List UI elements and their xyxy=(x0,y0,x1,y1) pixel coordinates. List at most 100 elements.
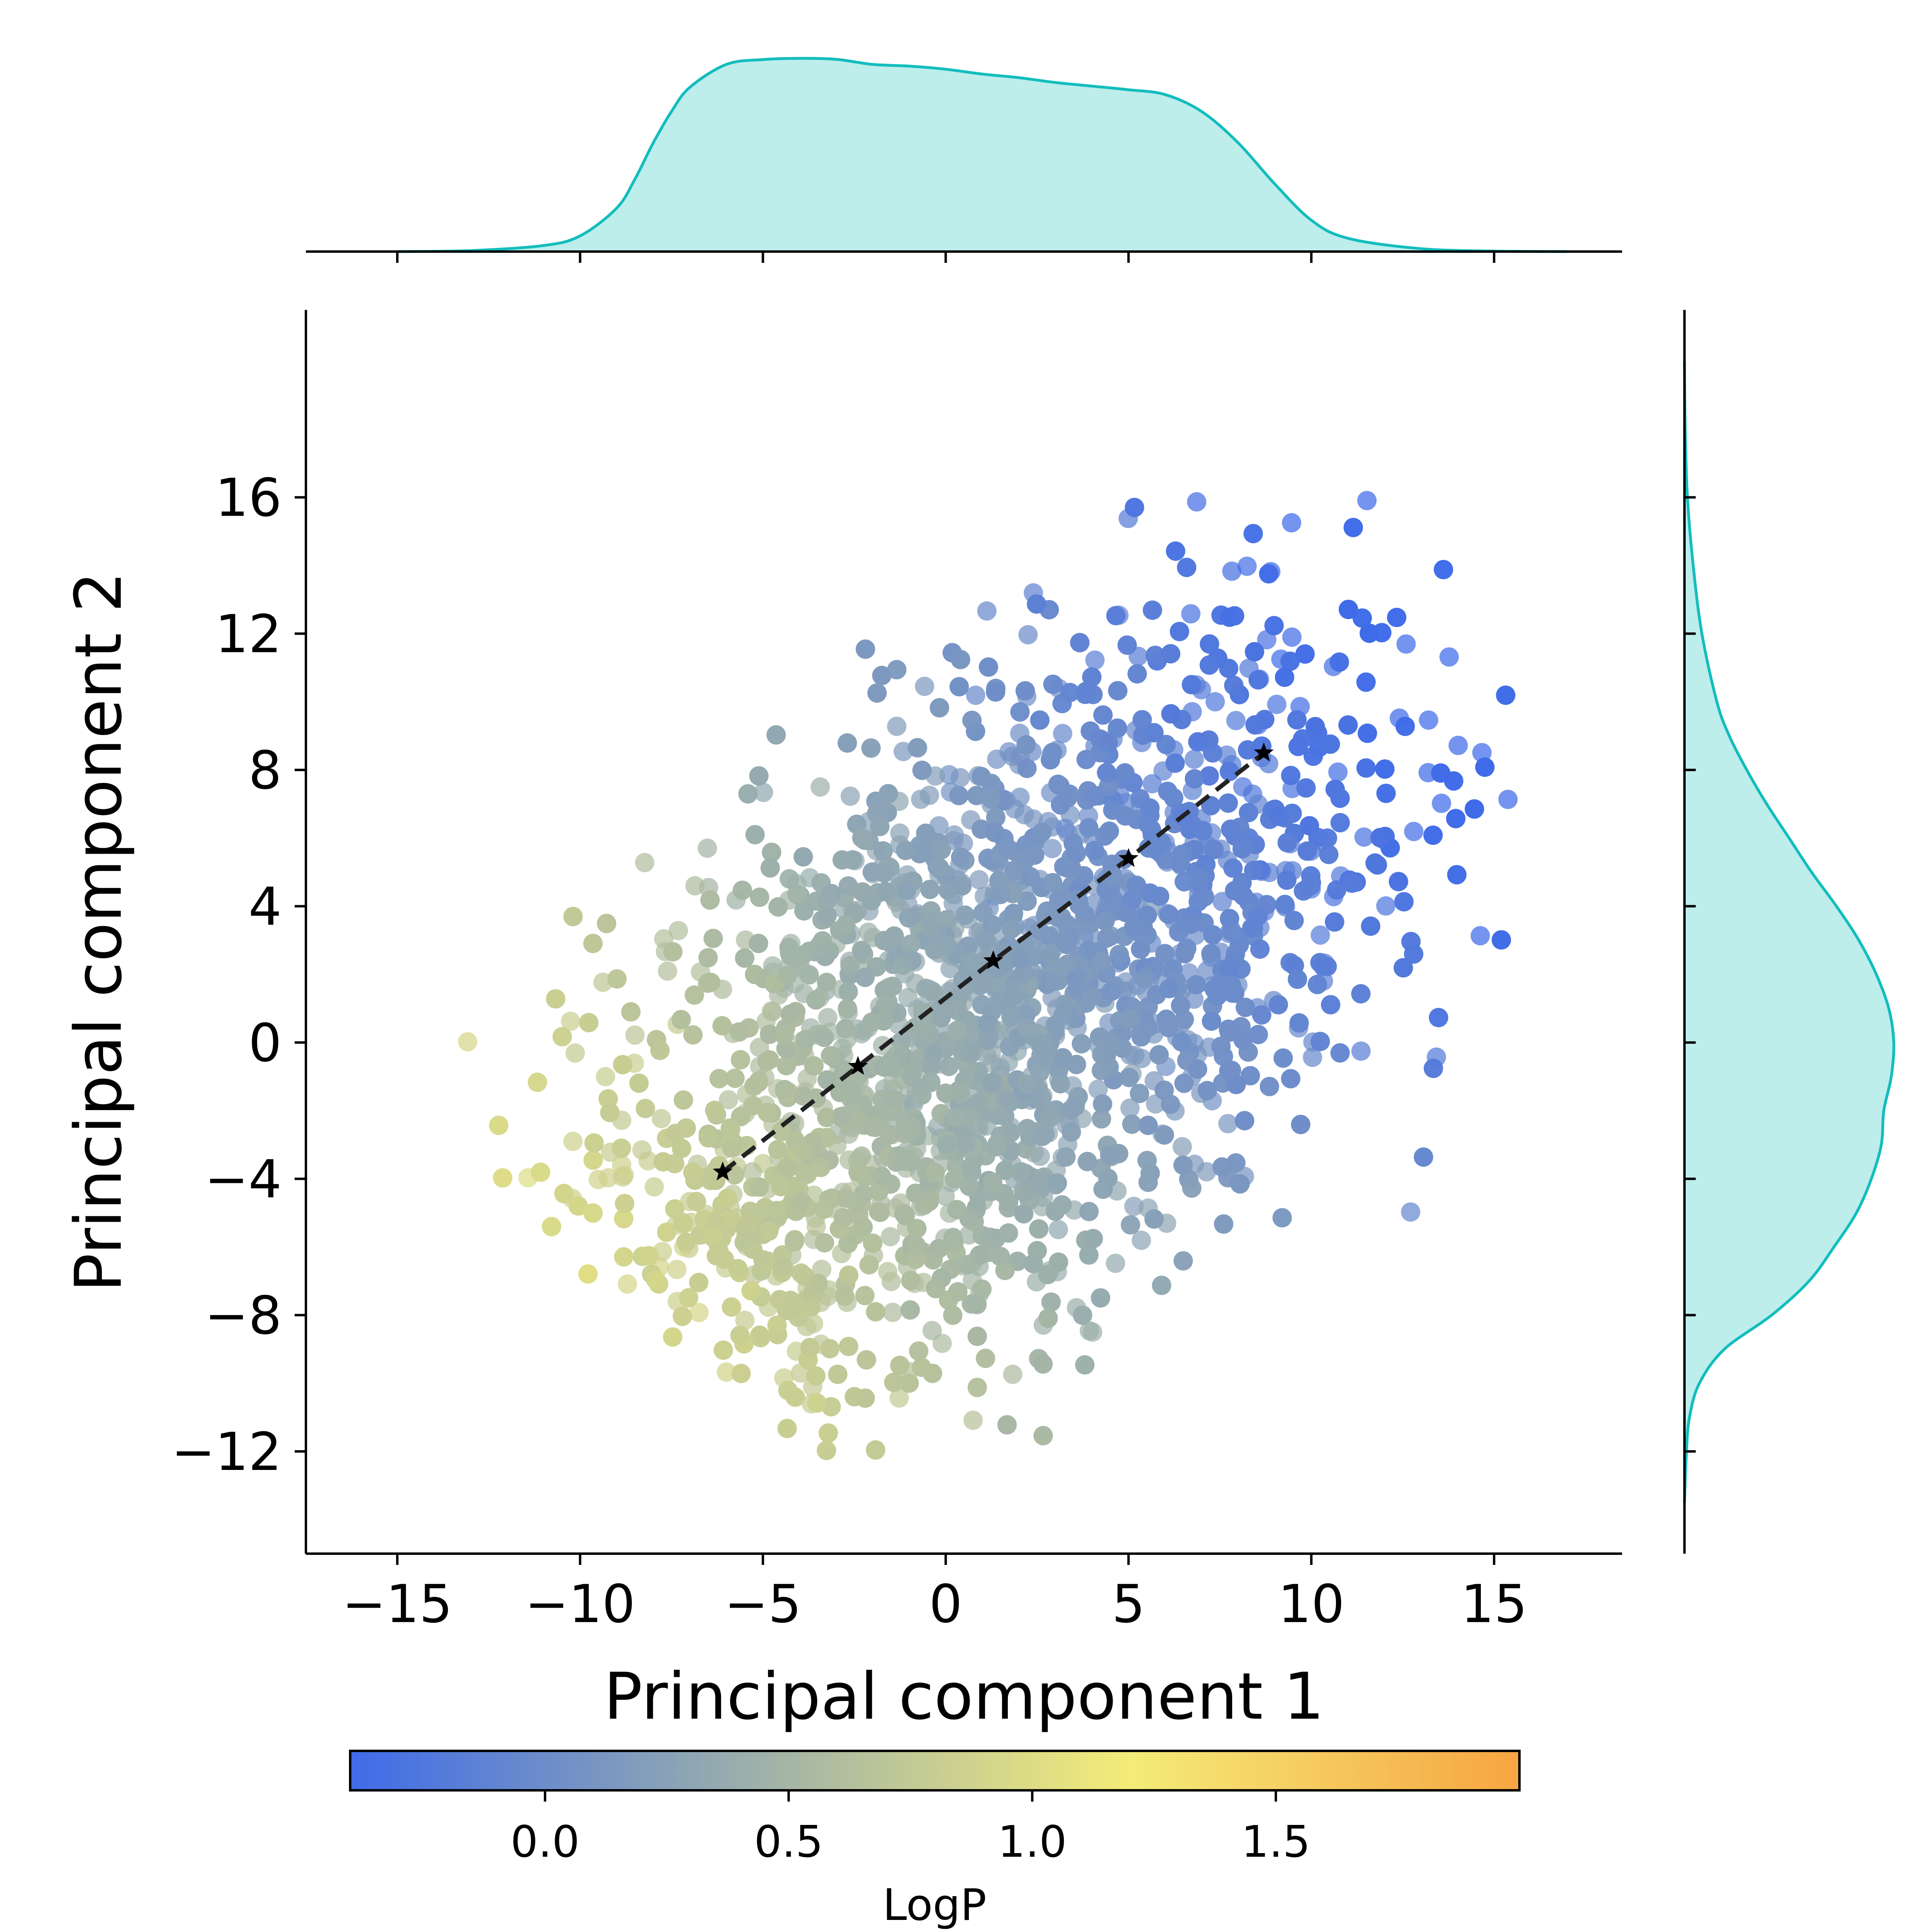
scatter-point xyxy=(1328,762,1348,782)
scatter-point xyxy=(1404,822,1424,841)
scatter-point xyxy=(671,1010,691,1030)
scatter-point xyxy=(1053,724,1073,743)
scatter-point xyxy=(1031,1179,1051,1199)
scatter-point xyxy=(753,782,773,802)
scatter-point xyxy=(1130,1084,1150,1103)
scatter-point xyxy=(1277,870,1296,890)
scatter-point xyxy=(1244,861,1263,880)
scatter-point xyxy=(1043,675,1063,694)
scatter-point xyxy=(1282,627,1302,647)
scatter-point xyxy=(1016,735,1036,755)
scatter-point xyxy=(1038,1309,1058,1328)
scatter-point xyxy=(1282,513,1301,533)
scatter-point xyxy=(1281,1069,1300,1088)
scatter-point xyxy=(1001,919,1021,939)
scatter-point xyxy=(1137,1151,1157,1170)
scatter-point xyxy=(986,808,1005,827)
scatter-point xyxy=(1389,872,1408,892)
scatter-point xyxy=(777,966,797,985)
scatter-point xyxy=(652,1109,671,1129)
scatter-point xyxy=(804,1056,824,1076)
scatter-point xyxy=(972,1279,992,1299)
scatter-point xyxy=(528,1072,547,1092)
scatter-point xyxy=(1201,796,1221,815)
scatter-point xyxy=(869,1181,889,1201)
scatter-point xyxy=(1049,1220,1068,1239)
scatter-point xyxy=(689,1273,708,1292)
scatter-point xyxy=(1166,541,1185,561)
scatter-point xyxy=(613,1055,632,1075)
scatter-point xyxy=(991,1058,1010,1077)
scatter-point xyxy=(1259,1077,1279,1096)
scatter-point xyxy=(1224,950,1244,970)
scatter-point xyxy=(820,1339,840,1358)
scatter-point xyxy=(817,972,836,992)
scatter-point xyxy=(1144,1209,1164,1229)
scatter-point xyxy=(683,1025,703,1045)
scatter-point xyxy=(1330,813,1350,832)
scatter-point xyxy=(612,1155,632,1175)
scatter-point xyxy=(920,879,940,899)
scatter-point xyxy=(1439,647,1459,667)
scatter-point xyxy=(929,1239,949,1259)
scatter-point xyxy=(563,1131,583,1151)
scatter-point xyxy=(1075,1355,1095,1375)
scatter-point xyxy=(716,1362,736,1382)
scatter-point xyxy=(1172,1137,1192,1156)
scatter-point xyxy=(987,994,1007,1014)
scatter-point xyxy=(673,1307,692,1326)
scatter-point xyxy=(1448,735,1468,755)
scatter-point xyxy=(677,1118,696,1138)
scatter-point xyxy=(922,1321,942,1340)
scatter-point xyxy=(772,1122,791,1141)
scatter-point xyxy=(961,1158,981,1177)
scatter-point xyxy=(1203,925,1223,945)
scatter-point xyxy=(911,789,931,809)
scatter-point xyxy=(568,1196,588,1216)
scatter-point xyxy=(1354,827,1374,847)
scatter-point xyxy=(667,1259,687,1279)
scatter-point xyxy=(1395,716,1415,736)
marginal-x-line xyxy=(397,57,1567,253)
scatter-point xyxy=(1264,616,1284,636)
scatter-point xyxy=(890,1388,909,1408)
scatter-point xyxy=(1083,1322,1102,1342)
scatter-point xyxy=(956,1134,976,1154)
scatter-point xyxy=(1076,905,1095,925)
scatter-point xyxy=(531,1162,551,1182)
scatter-point xyxy=(773,1257,793,1277)
scatter-point xyxy=(999,742,1019,762)
scatter-point xyxy=(785,1177,805,1196)
scatter-point xyxy=(1295,644,1315,664)
scatter-point xyxy=(1017,892,1037,911)
scatter-point xyxy=(597,914,616,933)
scatter-point xyxy=(685,985,704,1005)
scatter-point xyxy=(1414,1147,1433,1167)
scatter-point xyxy=(967,786,987,805)
scatter-point xyxy=(949,677,969,697)
scatter-point xyxy=(644,1177,664,1197)
scatter-point xyxy=(1357,491,1377,510)
scatter-point xyxy=(976,1348,995,1368)
scatter-point xyxy=(959,1209,979,1228)
scatter-point xyxy=(1122,1115,1141,1134)
scatter-point xyxy=(1211,973,1230,993)
scatter-point xyxy=(731,1050,750,1069)
scatter-point xyxy=(672,1139,691,1158)
scatter-point xyxy=(1164,788,1183,808)
scatter-point xyxy=(899,1373,919,1393)
scatter-point xyxy=(1185,769,1204,788)
scatter-point xyxy=(985,823,1005,842)
scatter-point xyxy=(1084,1229,1103,1249)
scatter-point xyxy=(1165,753,1185,773)
scatter-point xyxy=(1238,803,1258,822)
scatter-point xyxy=(1010,787,1030,807)
scatter-point xyxy=(1423,826,1443,845)
scatter-point xyxy=(1199,766,1219,786)
scatter-point xyxy=(866,1440,886,1460)
scatter-point xyxy=(621,1002,641,1022)
scatter-point xyxy=(1161,1094,1181,1114)
scatter-point xyxy=(1185,749,1204,769)
scatter-point xyxy=(1109,1144,1129,1164)
